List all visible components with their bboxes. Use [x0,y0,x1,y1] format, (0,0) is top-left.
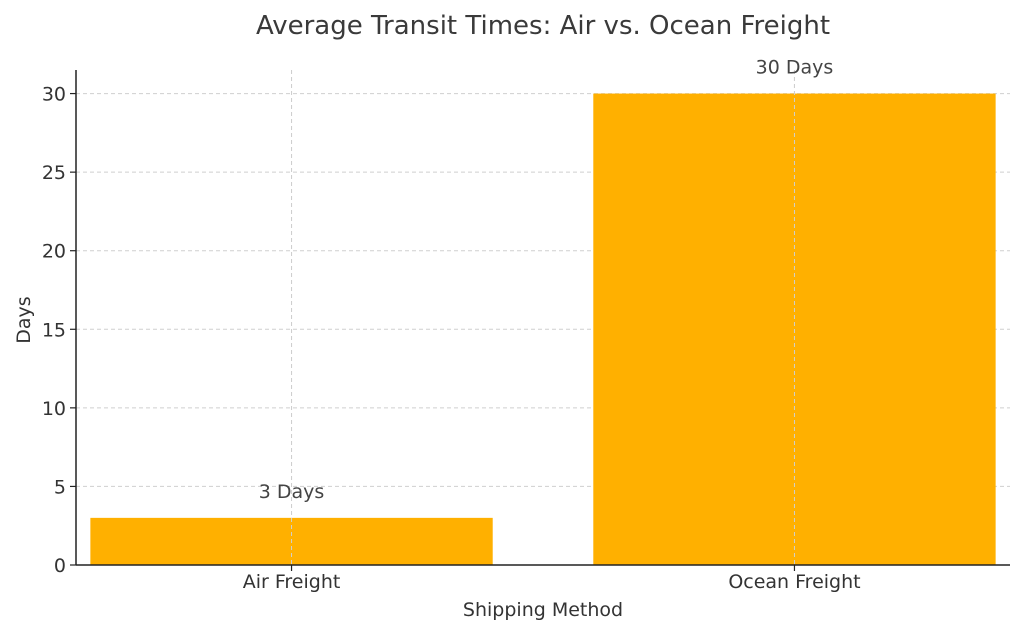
y-axis-ticks: 0 5 10 15 20 25 30 [42,84,76,577]
y-tick-label: 25 [42,162,66,184]
bar-data-label: 30 Days [756,57,834,79]
y-axis-label: Days [13,296,35,343]
x-axis-label: Shipping Method [463,599,623,621]
y-tick-label: 10 [42,398,66,420]
y-tick-label: 20 [42,241,66,263]
y-tick-label: 5 [54,476,66,498]
data-labels: 3 Days 30 Days [259,57,834,503]
chart-title: Average Transit Times: Air vs. Ocean Fre… [256,11,830,41]
x-tick-label: Air Freight [243,571,341,593]
bars [90,70,996,566]
x-axis-ticks: Air Freight Ocean Freight [243,565,861,593]
y-tick-label: 15 [42,319,66,341]
bar-data-label: 3 Days [259,481,325,503]
x-tick-label: Ocean Freight [728,571,860,593]
y-tick-label: 0 [54,555,66,577]
y-tick-label: 30 [42,84,66,106]
